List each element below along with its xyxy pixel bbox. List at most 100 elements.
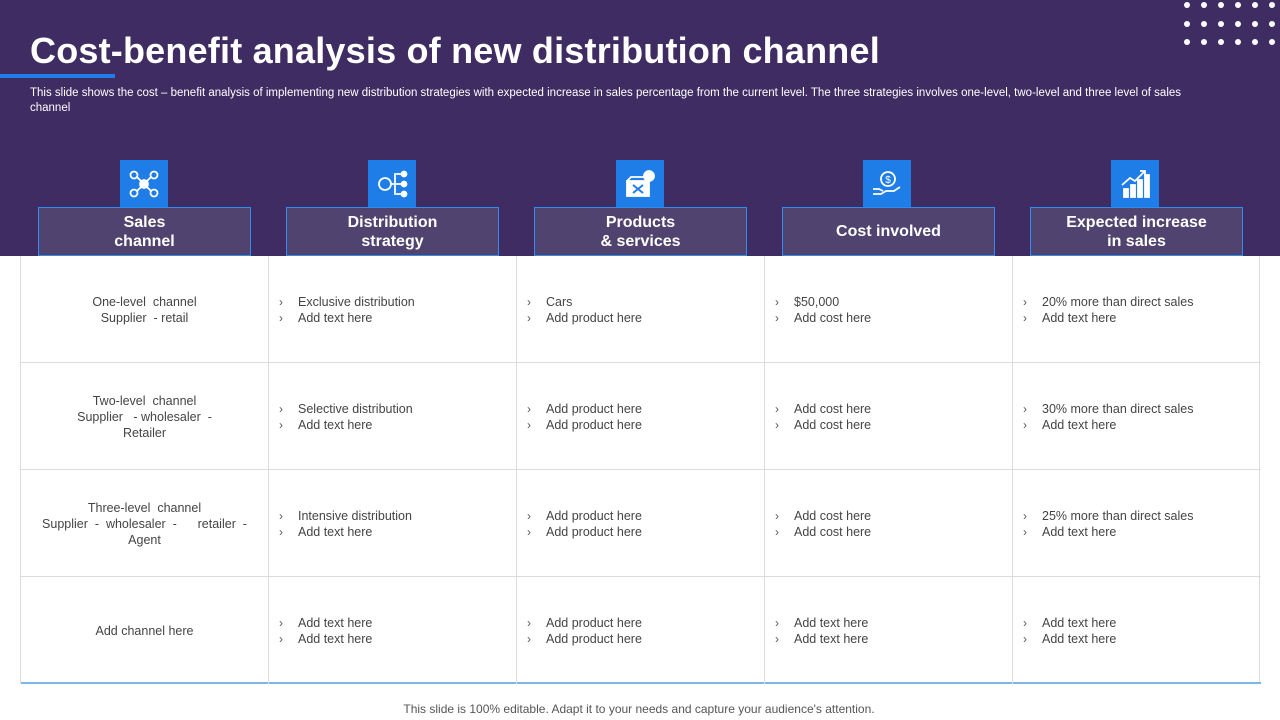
cost-cell: › Add cost here › Add cost here xyxy=(765,363,1013,470)
bullet-item: › 25% more than direct sales xyxy=(1023,508,1261,524)
bullet-text: Add product here xyxy=(546,508,642,523)
products-cell: › Add product here › Add product here xyxy=(517,577,765,684)
bullet-text: Add cost here xyxy=(794,401,872,416)
bullet-glyph: › xyxy=(1023,310,1027,325)
header-expected-increase-label: Expected increase in sales xyxy=(1066,213,1207,250)
header-cost-involved: Cost involved xyxy=(782,207,995,256)
bullet-item: › Add product here xyxy=(527,508,764,524)
bullet-text: Add text here xyxy=(298,310,373,325)
bullet-item: › Selective distribution xyxy=(279,401,516,417)
products-cell: › Add product here › Add product here xyxy=(517,363,765,470)
bullet-glyph: › xyxy=(279,508,283,523)
increase-cell: › 25% more than direct sales › Add text he… xyxy=(1013,470,1261,577)
dollar-hand-icon: $ xyxy=(863,160,911,208)
bullet-item: › Add text here xyxy=(1023,631,1261,647)
channel-cell: Three-level channel Supplier - wholesale… xyxy=(21,470,269,577)
bullet-glyph: › xyxy=(279,524,283,539)
hierarchy-icon xyxy=(368,160,416,208)
analysis-table: One-level channel Supplier - retail › Exc… xyxy=(20,256,1261,684)
bullet-text: Add product here xyxy=(546,310,642,325)
bullet-item: › Intensive distribution xyxy=(279,508,516,524)
bullet-glyph: › xyxy=(527,508,531,523)
bullet-item: › Add cost here xyxy=(775,417,1012,433)
bullet-glyph: › xyxy=(527,310,531,325)
products-cell: › Cars › Add product here xyxy=(517,256,765,363)
bullet-glyph: › xyxy=(775,294,779,309)
bullet-text: Add text here xyxy=(1042,615,1117,630)
bullet-text: Add text here xyxy=(1042,524,1117,539)
increase-cell: › 30% more than direct sales › Add text he… xyxy=(1013,363,1261,470)
footer-note: This slide is 100% editable. Adapt it to… xyxy=(403,702,875,716)
bullet-text: Add text here xyxy=(794,615,869,630)
bullet-item: › Add cost here xyxy=(775,310,1012,326)
cost-cell: › Add cost here › Add cost here xyxy=(765,470,1013,577)
bullet-glyph: › xyxy=(775,401,779,416)
bullet-item: › Add product here xyxy=(527,631,764,647)
bullet-item: › Add text here xyxy=(279,615,516,631)
bullet-text: 30% more than direct sales xyxy=(1042,401,1194,416)
bullet-text: Add text here xyxy=(298,615,373,630)
bullet-text: Exclusive distribution xyxy=(298,294,415,309)
bullet-item: › Add product here xyxy=(527,310,764,326)
table-row: Add channel here › Add text here › Add tex… xyxy=(21,577,1261,684)
bullet-item: › Add text here xyxy=(775,631,1012,647)
bullet-item: › Add text here xyxy=(279,310,516,326)
bullet-glyph: › xyxy=(775,631,779,646)
cost-cell: › $50,000 › Add cost here xyxy=(765,256,1013,363)
bullet-text: Selective distribution xyxy=(298,401,413,416)
bullet-text: Add product here xyxy=(546,631,642,646)
decorative-dots xyxy=(1184,2,1280,46)
header-sales-channel-label: Sales channel xyxy=(114,213,175,250)
bullet-text: Add product here xyxy=(546,417,642,432)
page-title: Cost-benefit analysis of new distributio… xyxy=(30,30,880,71)
bullet-text: Add product here xyxy=(546,401,642,416)
header-distribution-strategy: Distribution strategy xyxy=(286,207,499,256)
page-subtitle: This slide shows the cost – benefit anal… xyxy=(30,87,1182,114)
bullet-glyph: › xyxy=(775,508,779,523)
header-products-services: Products & services xyxy=(534,207,747,256)
bullet-text: Add text here xyxy=(298,417,373,432)
channel-cell: One-level channel Supplier - retail xyxy=(21,256,269,363)
header-products-services-label: Products & services xyxy=(600,213,681,250)
bullet-item: › Cars xyxy=(527,294,764,310)
bullet-text: Add text here xyxy=(1042,417,1117,432)
bullet-glyph: › xyxy=(279,615,283,630)
strategy-cell: › Intensive distribution › Add text here xyxy=(269,470,517,577)
bullet-glyph: › xyxy=(1023,401,1027,416)
increase-cell: › Add text here › Add text here xyxy=(1013,577,1261,684)
network-icon xyxy=(120,160,168,208)
bullet-item: › $50,000 xyxy=(775,294,1012,310)
channel-cell: Two-level channel Supplier - wholesaler … xyxy=(21,363,269,470)
bullet-item: › Add text here xyxy=(1023,310,1261,326)
bullet-text: Add cost here xyxy=(794,508,872,523)
bullet-text: Add text here xyxy=(298,631,373,646)
channel-cell: Add channel here xyxy=(21,577,269,684)
bullet-glyph: › xyxy=(775,310,779,325)
title-accent-line xyxy=(0,74,115,78)
bullet-item: › Add text here xyxy=(279,631,516,647)
bullet-text: 20% more than direct sales xyxy=(1042,294,1194,309)
bullet-glyph: › xyxy=(527,615,531,630)
bullet-item: › Add text here xyxy=(1023,524,1261,540)
bullet-text: Add cost here xyxy=(794,417,872,432)
bullet-glyph: › xyxy=(279,417,283,432)
increase-cell: › 20% more than direct sales › Add text he… xyxy=(1013,256,1261,363)
strategy-cell: › Selective distribution › Add text here xyxy=(269,363,517,470)
bullet-text: Cars xyxy=(546,294,573,309)
cost-cell: › Add text here › Add text here xyxy=(765,577,1013,684)
header-cost-involved-label: Cost involved xyxy=(836,223,941,240)
bullet-item: › Add text here xyxy=(279,524,516,540)
bullet-glyph: › xyxy=(527,631,531,646)
header-sales-channel: Sales channel xyxy=(38,207,251,256)
bullet-glyph: › xyxy=(1023,508,1027,523)
bullet-item: › Add product here xyxy=(527,401,764,417)
bullet-text: Add product here xyxy=(546,615,642,630)
bullet-glyph: › xyxy=(1023,294,1027,309)
bullet-glyph: › xyxy=(527,294,531,309)
bullet-item: › Add product here xyxy=(527,417,764,433)
bullet-item: › Add text here xyxy=(1023,417,1261,433)
bullet-text: Add text here xyxy=(794,631,869,646)
bullet-glyph: › xyxy=(775,524,779,539)
tools-box-icon xyxy=(616,160,664,208)
bullet-text: Add cost here xyxy=(794,524,872,539)
